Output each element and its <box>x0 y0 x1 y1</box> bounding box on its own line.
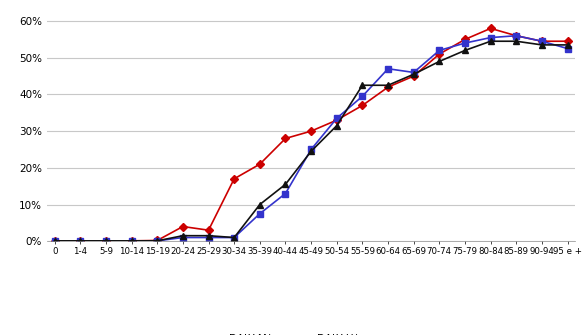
Total <box>257 202 264 206</box>
DALY H/
M DALY <box>333 116 340 120</box>
Line: DALY M/
W DALY: DALY M/ W DALY <box>52 25 571 244</box>
DALY M/
W DALY <box>205 228 212 232</box>
DALY M/
W DALY <box>564 39 571 43</box>
DALY M/
W DALY <box>487 26 494 30</box>
DALY H/
M DALY <box>308 147 315 151</box>
Line: Total: Total <box>52 38 571 244</box>
DALY H/
M DALY <box>359 94 366 98</box>
DALY M/
W DALY <box>231 177 238 181</box>
Total <box>154 239 161 243</box>
DALY M/
W DALY <box>282 136 289 140</box>
DALY M/
W DALY <box>513 34 520 38</box>
DALY M/
W DALY <box>384 85 392 89</box>
DALY M/
W DALY <box>333 118 340 122</box>
Total <box>308 149 315 153</box>
DALY H/
M DALY <box>410 70 417 74</box>
DALY H/
M DALY <box>231 236 238 240</box>
DALY M/
W DALY <box>308 129 315 133</box>
Total <box>77 239 84 243</box>
Total <box>205 234 212 238</box>
DALY H/
M DALY <box>436 48 443 52</box>
DALY H/
M DALY <box>154 239 161 243</box>
DALY H/
M DALY <box>282 192 289 196</box>
DALY H/
M DALY <box>384 67 392 71</box>
Total <box>333 124 340 128</box>
DALY M/
W DALY <box>51 239 58 243</box>
DALY H/
M DALY <box>102 239 109 243</box>
Total <box>51 239 58 243</box>
DALY H/
M DALY <box>487 36 494 40</box>
DALY H/
M DALY <box>128 239 135 243</box>
Total <box>359 83 366 87</box>
DALY H/
M DALY <box>538 39 545 43</box>
DALY H/
M DALY <box>513 34 520 38</box>
Total <box>410 72 417 76</box>
Total <box>231 236 238 240</box>
Total <box>487 39 494 43</box>
Total <box>436 59 443 63</box>
DALY M/
W DALY <box>410 74 417 78</box>
Total <box>513 39 520 43</box>
Total <box>128 239 135 243</box>
DALY M/
W DALY <box>102 239 109 243</box>
DALY H/
M DALY <box>461 41 468 45</box>
Total <box>282 182 289 186</box>
DALY M/
W DALY <box>128 239 135 243</box>
DALY M/
W DALY <box>257 162 264 166</box>
DALY M/
W DALY <box>436 52 443 56</box>
Total <box>180 234 187 238</box>
DALY H/
M DALY <box>180 236 187 240</box>
Total <box>102 239 109 243</box>
DALY H/
M DALY <box>257 212 264 216</box>
DALY M/
W DALY <box>359 104 366 108</box>
DALY H/
M DALY <box>51 239 58 243</box>
Total <box>461 48 468 52</box>
DALY H/
M DALY <box>205 236 212 240</box>
DALY H/
M DALY <box>77 239 84 243</box>
DALY H/
M DALY <box>564 47 571 51</box>
Legend: DALY M/
W DALY, DALY H/
M DALY, Total: DALY M/ W DALY, DALY H/ M DALY, Total <box>194 334 428 335</box>
DALY M/
W DALY <box>154 239 161 243</box>
Total <box>384 83 392 87</box>
DALY M/
W DALY <box>538 39 545 43</box>
DALY M/
W DALY <box>180 224 187 228</box>
Line: DALY H/
M DALY: DALY H/ M DALY <box>52 33 571 244</box>
DALY M/
W DALY <box>461 38 468 42</box>
Total <box>538 43 545 47</box>
Total <box>564 43 571 47</box>
DALY M/
W DALY <box>77 239 84 243</box>
